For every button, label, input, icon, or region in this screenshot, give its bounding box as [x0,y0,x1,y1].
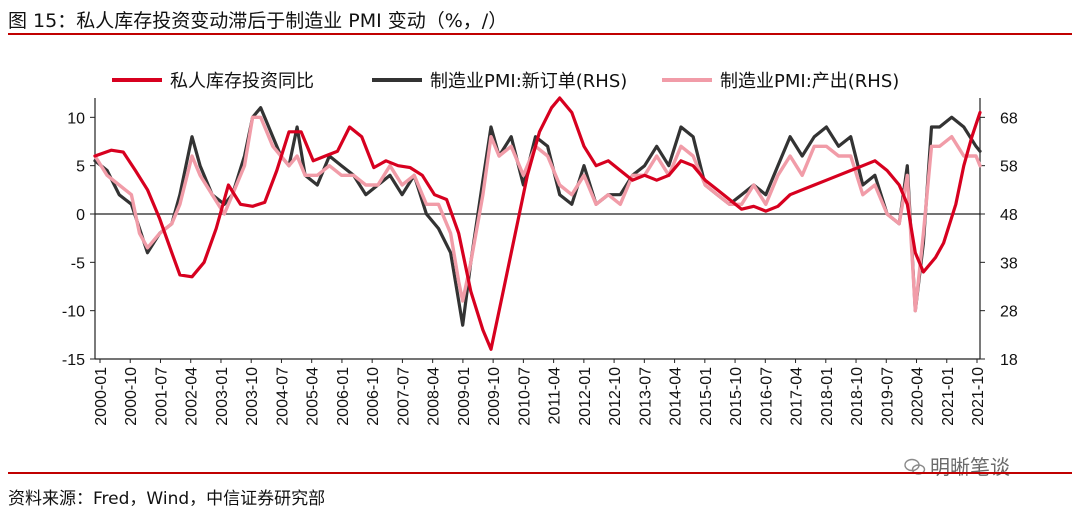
x-tick-label: 2008-04 [426,367,443,426]
x-tick-label: 2016-07 [758,367,775,426]
x-tick-label: 2000-10 [123,367,140,426]
right-tick-label: 58 [1000,159,1018,176]
x-tick-label: 2003-10 [244,367,261,426]
x-tick-label: 2009-10 [486,367,503,426]
x-tick-label: 2015-10 [728,367,745,426]
source-note: 资料来源：Fred，Wind，中信证券研究部 [8,489,326,509]
x-tick-label: 2006-01 [335,367,352,426]
watermark-text: 明晰笔谈 [930,455,1010,479]
series-line-2 [93,115,982,313]
left-tick-label: -15 [62,352,85,369]
x-tick-label: 2004-07 [274,367,291,426]
left-tick-label: -10 [62,304,85,321]
top-rule [8,33,1072,35]
x-tick-label: 2005-04 [305,367,322,426]
right-tick-label: 48 [1000,207,1018,224]
wechat-icon [904,458,926,475]
right-tick-label: 28 [1000,304,1018,321]
left-tick-label: 0 [76,207,85,224]
x-tick-label: 2021-10 [970,367,987,426]
x-tick-label: 2009-01 [456,367,473,426]
x-tick-label: 2012-10 [607,367,624,426]
x-tick-label: 2001-07 [153,367,170,426]
right-tick-label: 38 [1000,255,1018,272]
x-tick-label: 2017-04 [789,367,806,426]
x-tick-label: 2012-01 [577,367,594,426]
legend-label-2: 制造业PMI:产出(RHS) [720,71,899,92]
left-tick-label: -5 [71,255,85,272]
legend-label-0: 私人库存投资同比 [170,71,314,92]
x-tick-label: 2021-01 [940,367,957,426]
x-tick-label: 2000-01 [93,367,110,426]
series-line-0 [93,96,982,351]
x-tick-label: 2002-04 [184,367,201,426]
x-tick-label: 2003-01 [214,367,231,426]
axes: 10 5 0 -5 -10 -15 68 58 48 38 28 18 2000-01 2000-10 20… [62,98,1018,426]
x-tick-label: 2018-10 [849,367,866,426]
legend: 私人库存投资同比 制造业PMI:新订单(RHS) 制造业PMI:产出(RHS) [112,71,899,92]
left-tick-label: 5 [76,159,85,176]
x-tick-label: 2013-07 [637,367,654,426]
right-tick-label: 68 [1000,110,1018,127]
x-tick-label: 2006-10 [365,367,382,426]
x-tick-label: 2011-04 [547,367,564,425]
right-tick-label: 18 [1000,352,1018,369]
legend-label-1: 制造业PMI:新订单(RHS) [430,71,627,92]
x-tick-label: 2019-07 [879,367,896,426]
x-tick-label: 2007-07 [395,367,412,426]
x-tick-label: 2015-01 [698,367,715,426]
figure-title: 图 15：私人库存投资变动滞后于制造业 PMI 变动（%，/） [8,10,508,32]
x-tick-label: 2018-01 [819,367,836,426]
x-tick-label: 2014-04 [668,367,685,426]
x-tick-label: 2020-04 [910,367,927,426]
x-tick-label: 2010-07 [516,367,533,426]
bottom-rule [8,472,1072,474]
watermark: 明晰笔谈 [904,451,1010,480]
series-layer [93,96,982,351]
left-tick-label: 10 [67,110,85,127]
